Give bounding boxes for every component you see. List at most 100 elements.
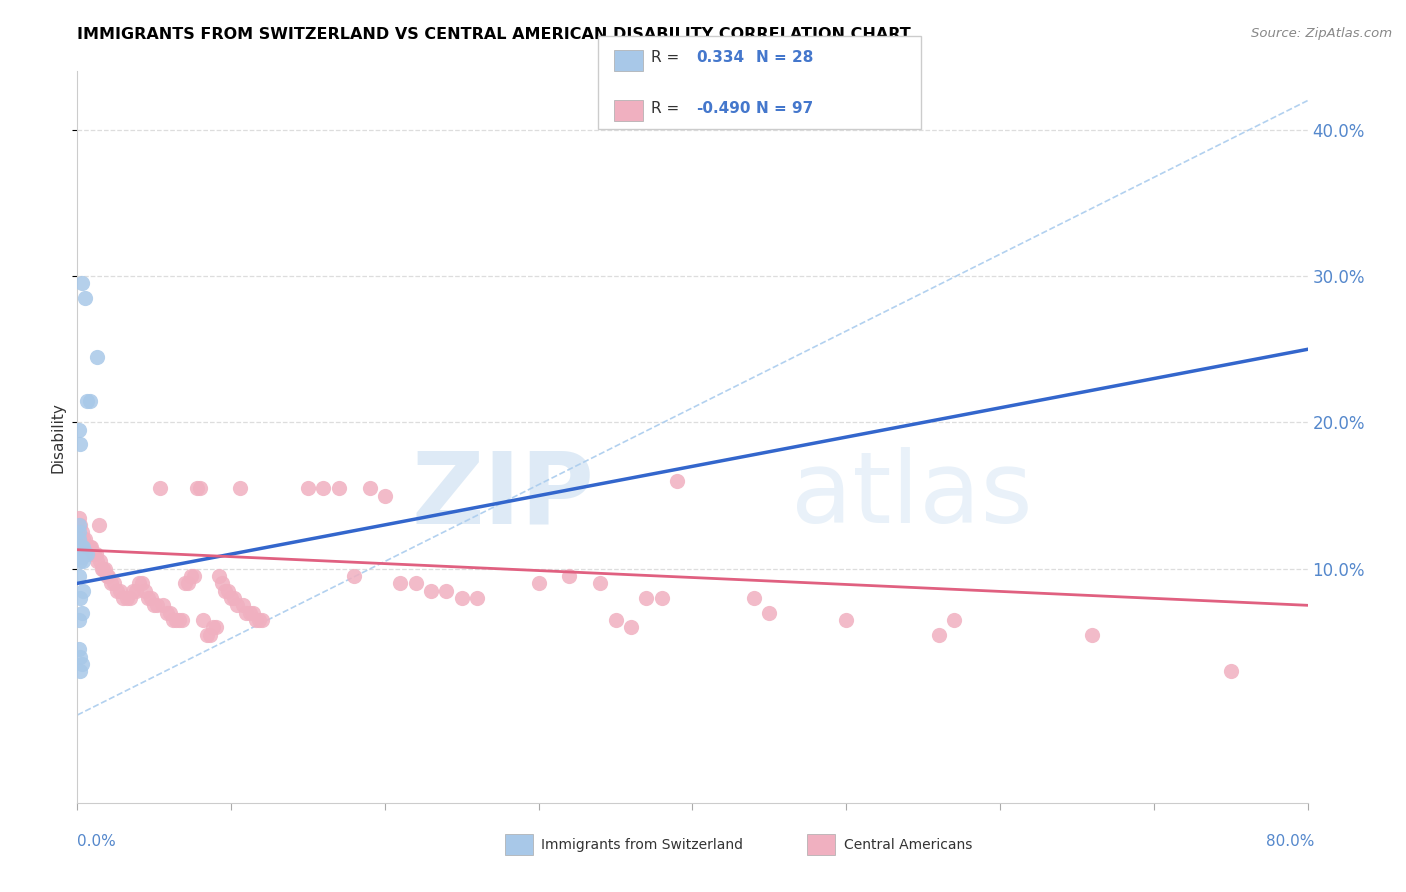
Point — [90, 562, 114, 576]
Point — [758, 606, 780, 620]
Point — [247, 613, 270, 627]
Point — [155, 606, 177, 620]
Point — [67, 510, 90, 524]
Point — [93, 562, 115, 576]
Point — [170, 613, 193, 627]
Point — [70, 277, 93, 291]
Point — [558, 569, 581, 583]
Point — [103, 576, 125, 591]
Point — [436, 583, 458, 598]
Y-axis label: Disability: Disability — [51, 401, 66, 473]
Point — [69, 649, 91, 664]
Point — [235, 606, 257, 620]
Text: Source: ZipAtlas.com: Source: ZipAtlas.com — [1251, 27, 1392, 40]
Text: 0.334: 0.334 — [696, 51, 744, 65]
Point — [217, 583, 239, 598]
Point — [110, 583, 132, 598]
Point — [374, 489, 396, 503]
Point — [226, 599, 249, 613]
Point — [162, 613, 184, 627]
Point — [70, 657, 93, 671]
Point — [69, 437, 91, 451]
Point — [193, 613, 215, 627]
Point — [96, 569, 118, 583]
Point — [208, 569, 231, 583]
Point — [928, 627, 950, 641]
Point — [159, 606, 181, 620]
Point — [141, 591, 163, 605]
Point — [72, 554, 94, 568]
Point — [86, 554, 108, 568]
Text: N = 28: N = 28 — [756, 51, 814, 65]
Point — [420, 583, 443, 598]
Point — [73, 291, 96, 305]
Point — [214, 583, 236, 598]
Point — [229, 481, 252, 495]
Point — [343, 569, 366, 583]
Point — [651, 591, 673, 605]
Point — [72, 583, 94, 598]
Point — [76, 393, 98, 408]
Point — [69, 554, 91, 568]
Point — [80, 540, 103, 554]
Point — [188, 481, 212, 495]
Point — [131, 576, 153, 591]
Point — [204, 620, 226, 634]
Point — [70, 540, 93, 554]
Point — [149, 481, 172, 495]
Point — [79, 540, 101, 554]
Text: Immigrants from Switzerland: Immigrants from Switzerland — [541, 838, 744, 852]
Point — [359, 481, 381, 495]
Point — [328, 481, 350, 495]
Point — [70, 525, 93, 540]
Point — [83, 547, 105, 561]
Point — [211, 576, 233, 591]
Point — [143, 599, 166, 613]
Point — [224, 591, 246, 605]
Point — [77, 540, 100, 554]
Point — [118, 591, 141, 605]
Point — [232, 599, 254, 613]
Point — [450, 591, 472, 605]
Point — [79, 393, 101, 408]
Point — [67, 423, 90, 437]
Point — [146, 599, 169, 613]
Point — [174, 576, 197, 591]
Point — [186, 481, 208, 495]
Point — [70, 606, 93, 620]
Point — [245, 613, 267, 627]
Point — [69, 664, 91, 678]
Point — [136, 591, 159, 605]
Point — [67, 642, 90, 657]
Text: 0.0%: 0.0% — [77, 834, 117, 849]
Point — [239, 606, 262, 620]
Point — [121, 583, 143, 598]
Text: atlas: atlas — [792, 447, 1032, 544]
Text: R =: R = — [651, 51, 679, 65]
Point — [67, 525, 90, 540]
Point — [69, 547, 91, 561]
Point — [242, 606, 264, 620]
Text: -0.490: -0.490 — [696, 102, 751, 116]
Point — [67, 533, 90, 547]
Point — [219, 591, 242, 605]
Point — [84, 547, 107, 561]
Point — [67, 540, 90, 554]
Point — [105, 583, 128, 598]
Point — [605, 613, 627, 627]
Point — [942, 613, 965, 627]
Point — [636, 591, 658, 605]
Point — [67, 569, 90, 583]
Point — [589, 576, 612, 591]
Point — [87, 517, 110, 532]
Point — [180, 569, 202, 583]
Point — [195, 627, 218, 641]
Point — [183, 569, 205, 583]
Point — [177, 576, 200, 591]
Point — [742, 591, 765, 605]
Point — [70, 549, 93, 564]
Point — [128, 576, 150, 591]
Point — [125, 583, 148, 598]
Point — [97, 569, 120, 583]
Point — [69, 591, 91, 605]
